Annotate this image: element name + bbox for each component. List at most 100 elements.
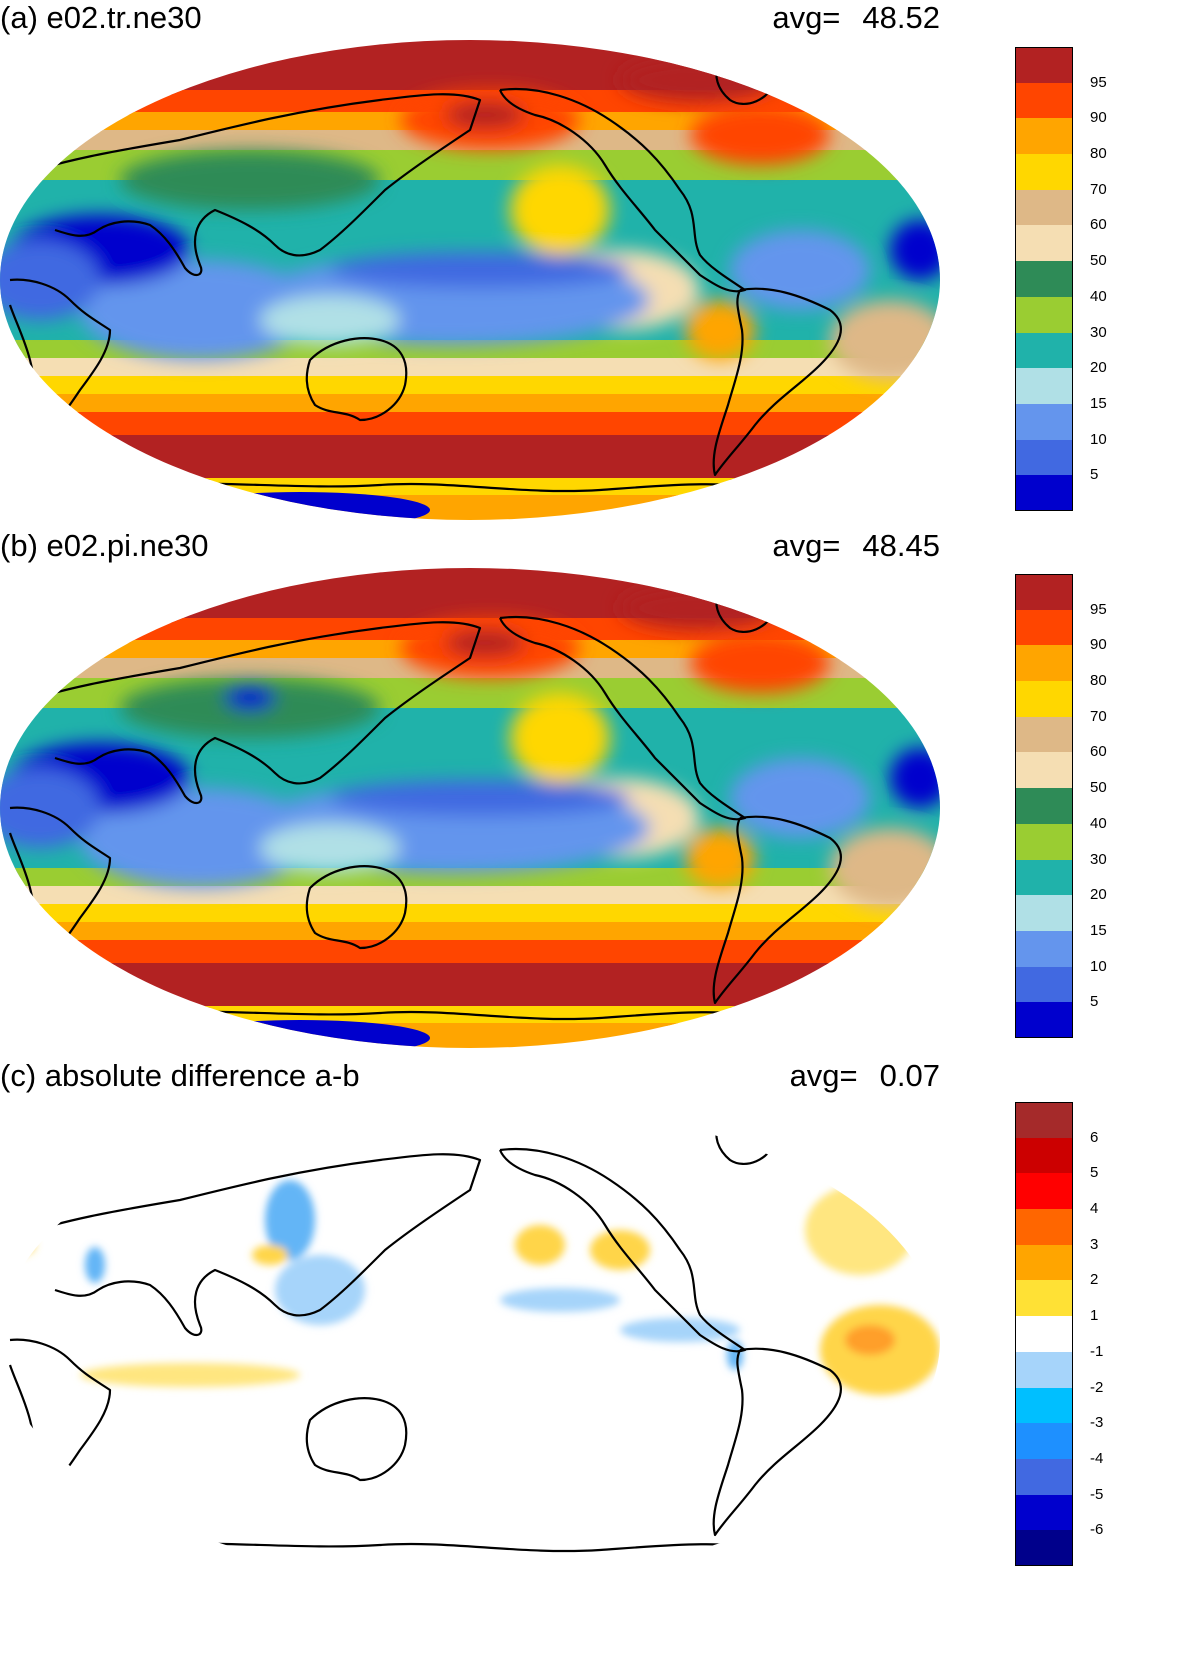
colorbar-tick-label: 95 [1090,600,1107,618]
colorbar-tick-label: 2 [1090,1271,1099,1289]
band-southern-ocean [0,963,940,1008]
colorbar-tick-label: 30 [1090,323,1107,341]
coastline-north-america [498,1148,747,1353]
band-south-gold [0,904,940,924]
colorbar-swatch [1015,609,1073,646]
peru-max [685,300,755,360]
coastline-eurasia [4,93,482,277]
band-south-orangered [0,940,940,965]
coastline-australia [305,337,408,422]
colorbar-swatch [1015,1530,1073,1567]
colorbar-tick-label: 5 [1090,993,1099,1011]
colorbar-tick-label: 20 [1090,886,1107,904]
colorbar-tick-label: 50 [1090,252,1107,270]
coastline-australia [305,1397,408,1482]
colorbar-swatch [1015,1244,1073,1281]
colorbar-tick-label: 30 [1090,850,1107,868]
coastline-antarctica [149,482,781,493]
east-pacific-tongue [510,165,610,255]
panel-a: (a) e02.tr.ne30 avg= 48.52 [0,0,1183,528]
colorbar-tick-label: 6 [1090,1128,1099,1146]
band-polar-north [0,568,940,623]
colorbar-tick-label: 95 [1090,73,1107,91]
pacific-band [330,780,630,816]
greenland-max [620,586,780,630]
diff-neg-peru [727,1340,743,1370]
colorbar-swatch [1015,225,1073,262]
colorbar-swatch [1015,895,1073,932]
colorbar-swatch [1015,118,1073,155]
diff-pos-indian [80,1363,300,1387]
panel-c: (c) absolute difference a-b avg= 0.07 [0,1058,1183,1677]
diff-pos-china [252,1245,288,1265]
diff-pos-pacific-1 [515,1225,565,1265]
coastline-eurasia [4,1153,482,1337]
colorbar-tick-label: 20 [1090,359,1107,377]
avg-label: avg= [789,1058,858,1093]
colorbar-swatch [1015,859,1073,896]
colorbar-tick-label: 1 [1090,1307,1099,1325]
avg-label: avg= [772,528,841,563]
colorbar-swatch [1015,930,1073,968]
colorbar-tick-label: -5 [1090,1485,1104,1503]
pacific-band [330,252,630,288]
colorbar-tick-label: 80 [1090,672,1107,690]
coastline-north-america [498,88,747,293]
colorbar-swatch [1015,788,1073,825]
panel-average: avg= 48.52 [772,0,940,36]
band-antarctica [0,1023,940,1048]
colorbar-swatch [1015,1316,1073,1353]
avg-value: 48.45 [862,528,940,563]
diff-neg-pacific-east [620,1318,740,1342]
colorbar-swatch [1015,823,1073,861]
colorbar-swatch [1015,1494,1073,1531]
coastline-antarctica [149,1010,781,1021]
coastline-south-america [712,1347,842,1537]
panel-title: (b) e02.pi.ne30 [0,528,209,563]
diff-neg-pacific [500,1288,620,1312]
colorbar-tick-label: 90 [1090,636,1107,654]
colorbar-tick-label: 4 [1090,1200,1099,1218]
difference-background [0,1100,940,1580]
colorbar-swatch [1015,82,1073,119]
coastline-africa [8,806,112,955]
coastline-africa [8,278,112,427]
diff-neg-africa [85,1247,105,1283]
colorbar-tick-label: 10 [1090,430,1107,448]
colorbar-swatch [1015,403,1073,441]
coastline-australia [305,865,408,950]
colorbar-tick-label: 60 [1090,743,1107,761]
coastlines [4,57,842,493]
band-south-wheat [0,358,940,378]
difference-map [0,1100,940,1580]
colorbar-swatch [1015,1423,1073,1460]
colorbar-swatch [1015,1387,1073,1424]
colorbar-swatch [1015,154,1073,191]
colorbar-tick-label: 70 [1090,180,1107,198]
band-polar-north [0,40,940,95]
colorbar-swatch [1015,1137,1073,1174]
colorbar-swatch [1015,1458,1073,1496]
north-pacific-core [445,629,525,657]
coastlines [4,1117,842,1553]
colorbar-tick-label: 40 [1090,287,1107,305]
coastlines [4,585,842,1021]
diff-neg-china [265,1180,315,1260]
colorbar-tick-label: 60 [1090,216,1107,234]
colorbar-swatch [1015,439,1073,476]
indian-ocean-low [80,260,320,360]
colorbar-swatch [1015,1209,1073,1246]
colorbar-swatch [1015,716,1073,753]
band-antarctica [0,495,940,520]
diff-pos-atlantic-north [805,1185,915,1275]
colorbar-tick-label: 15 [1090,921,1107,939]
panel-average: avg= 48.45 [772,528,940,564]
colorbar-tick-label: -6 [1090,1521,1104,1539]
colorbar-swatch [1015,189,1073,226]
colorbar-swatch [1015,752,1073,789]
east-pacific-tongue [510,693,610,783]
coastline-south-america [712,815,842,1005]
north-atlantic-max [690,633,830,693]
band-south-gold [0,376,940,396]
colorbar-swatch [1015,645,1073,682]
